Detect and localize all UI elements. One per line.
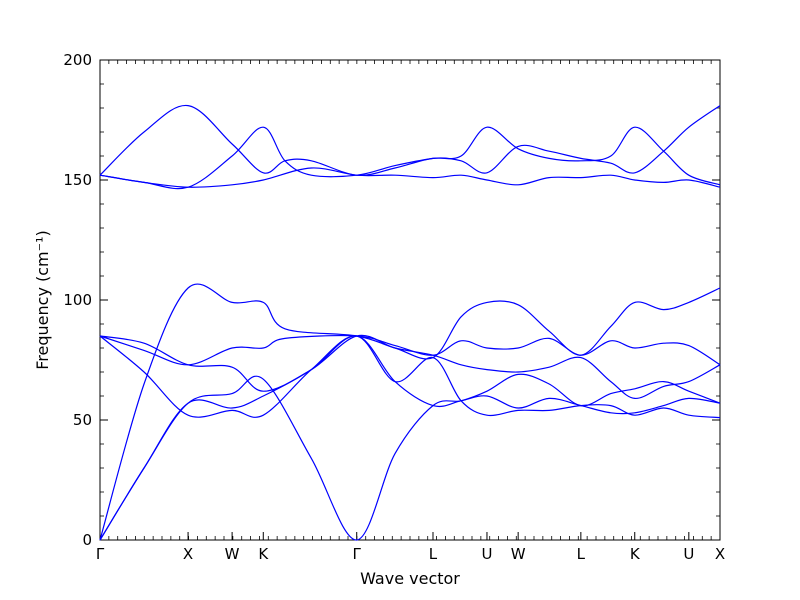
x-tick-label: X xyxy=(715,545,725,563)
y-tick-label: 150 xyxy=(63,171,92,189)
y-tick-labels: 0 50 100 150 200 xyxy=(63,51,92,549)
phonon-branch-1 xyxy=(99,373,721,541)
x-axis-label: Wave vector xyxy=(360,569,460,588)
x-tick-label: L xyxy=(429,545,438,563)
y-tick-label: 100 xyxy=(63,291,92,309)
x-tick-label: U xyxy=(481,545,492,563)
phonon-branch-7 xyxy=(99,167,721,188)
minor-ticks xyxy=(99,59,721,541)
plot-frame xyxy=(99,59,721,541)
y-axis-label: Frequency (cm⁻¹) xyxy=(33,230,52,369)
x-tick-label: L xyxy=(577,545,586,563)
y-tick-label: 200 xyxy=(63,51,92,69)
y-tick-label: 0 xyxy=(82,531,92,549)
phonon-branch-3 xyxy=(99,283,721,541)
x-tick-label: K xyxy=(258,545,269,563)
x-tick-label: W xyxy=(225,545,240,563)
x-tick-label: Γ xyxy=(96,545,105,563)
series-layer xyxy=(99,104,721,541)
phonon-branch-5 xyxy=(99,334,721,400)
y-tick-label: 50 xyxy=(73,411,92,429)
phonon-branch-2 xyxy=(99,335,721,541)
x-tick-label: X xyxy=(183,545,193,563)
x-tick-label: K xyxy=(630,545,641,563)
phonon-branch-4 xyxy=(99,335,721,419)
x-tick-label: W xyxy=(511,545,526,563)
phonon-branch-9 xyxy=(99,104,721,176)
major-ticks xyxy=(99,59,721,541)
phonon-branch-6 xyxy=(99,334,721,366)
x-tick-label: Γ xyxy=(353,545,362,563)
x-tick-label: U xyxy=(683,545,694,563)
